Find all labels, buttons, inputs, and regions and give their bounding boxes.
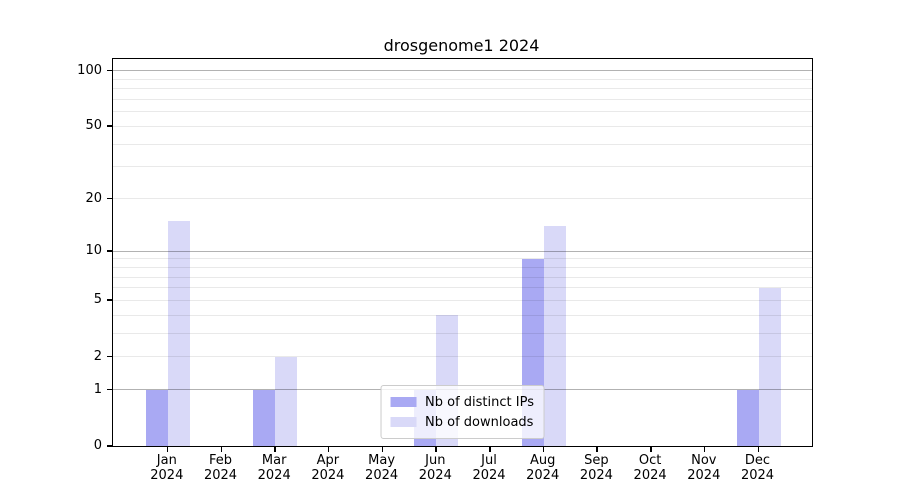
y-tick-label: 100	[77, 62, 102, 78]
x-tick-mark	[650, 446, 652, 452]
x-tick-mark	[703, 446, 706, 452]
x-tick-label-sep: Sep 2024	[579, 453, 613, 483]
bar-nb-of-downloads-mar	[275, 356, 298, 446]
x-tick-label-jun: Jun 2024	[418, 453, 452, 483]
x-tick-label-may: May 2024	[365, 453, 399, 483]
y-tick-label: 50	[85, 118, 102, 134]
y-tick-label: 10	[85, 243, 102, 259]
x-tick-label-mar: Mar 2024	[257, 453, 291, 483]
x-tick-label-aug: Aug 2024	[526, 453, 560, 483]
x-tick-mark	[489, 446, 491, 452]
y-tick-label: 0	[93, 438, 102, 453]
legend: Nb of distinct IPs Nb of downloads	[380, 385, 545, 439]
gridline-minor	[113, 125, 812, 127]
x-tick-mark	[757, 446, 759, 452]
chart-title: drosgenome1 2024	[383, 36, 540, 55]
x-tick-label-dec: Dec 2024	[740, 453, 775, 483]
gridline-minor	[113, 314, 812, 316]
bar-nb-of-downloads-jan	[167, 220, 190, 446]
x-tick-label-feb: Feb 2024	[203, 453, 238, 483]
gridline-minor	[113, 266, 812, 268]
gridline-minor	[113, 111, 812, 113]
y-tick-mark	[107, 445, 112, 447]
x-tick-label-nov: Nov 2024	[687, 453, 721, 483]
gridline-minor	[113, 276, 812, 278]
x-tick-mark	[542, 446, 545, 452]
bar-nb-of-distinct-ips-dec	[736, 389, 759, 446]
x-tick-mark	[435, 446, 437, 452]
legend-swatch-downloads	[390, 417, 417, 427]
gridline-minor	[113, 258, 812, 260]
y-tick-label: 1	[93, 381, 102, 397]
y-tick-mark	[107, 197, 112, 200]
bar-nb-of-downloads-dec	[758, 287, 781, 446]
gridline-minor	[113, 356, 812, 358]
y-tick-mark	[107, 69, 112, 72]
legend-item-downloads: Nb of downloads	[390, 413, 534, 431]
x-tick-mark	[327, 446, 330, 452]
x-tick-mark	[220, 446, 222, 452]
y-tick-label: 5	[93, 292, 102, 308]
bar-nb-of-distinct-ips-mar	[253, 389, 276, 446]
gridline-minor	[113, 287, 812, 289]
gridline-minor	[113, 166, 812, 168]
x-tick-mark	[166, 446, 169, 452]
y-tick-label: 2	[93, 348, 102, 364]
y-tick-label: 20	[85, 190, 102, 206]
gridline-minor	[113, 198, 812, 200]
bar-nb-of-distinct-ips-jan	[145, 389, 168, 446]
legend-item-distinct-ips: Nb of distinct IPs	[390, 393, 534, 411]
gridline-minor	[113, 299, 812, 301]
y-tick-mark	[107, 299, 112, 301]
y-tick-mark	[107, 355, 112, 358]
legend-label-distinct-ips: Nb of distinct IPs	[425, 394, 534, 410]
x-tick-mark	[596, 446, 598, 452]
x-tick-label-jul: Jul 2024	[472, 453, 506, 483]
gridline-major	[113, 250, 812, 252]
x-tick-mark	[274, 446, 276, 452]
y-tick-mark	[107, 388, 112, 391]
x-tick-mark	[381, 446, 384, 452]
gridline-minor	[113, 332, 812, 334]
x-tick-label-jan: Jan 2024	[150, 453, 184, 483]
y-tick-mark	[107, 250, 112, 252]
gridline-minor	[113, 78, 812, 80]
x-tick-label-apr: Apr 2024	[311, 453, 345, 483]
legend-swatch-distinct-ips	[390, 397, 417, 407]
bar-nb-of-downloads-aug	[543, 225, 566, 446]
gridline-minor	[113, 99, 812, 101]
plot-area: Nb of distinct IPs Nb of downloads	[112, 58, 813, 447]
x-tick-label-oct: Oct 2024	[633, 453, 667, 483]
y-tick-mark	[107, 125, 112, 127]
gridline-minor	[113, 88, 812, 90]
gridline-major	[113, 70, 812, 72]
gridline-minor	[113, 143, 812, 145]
legend-label-downloads: Nb of downloads	[425, 414, 534, 430]
